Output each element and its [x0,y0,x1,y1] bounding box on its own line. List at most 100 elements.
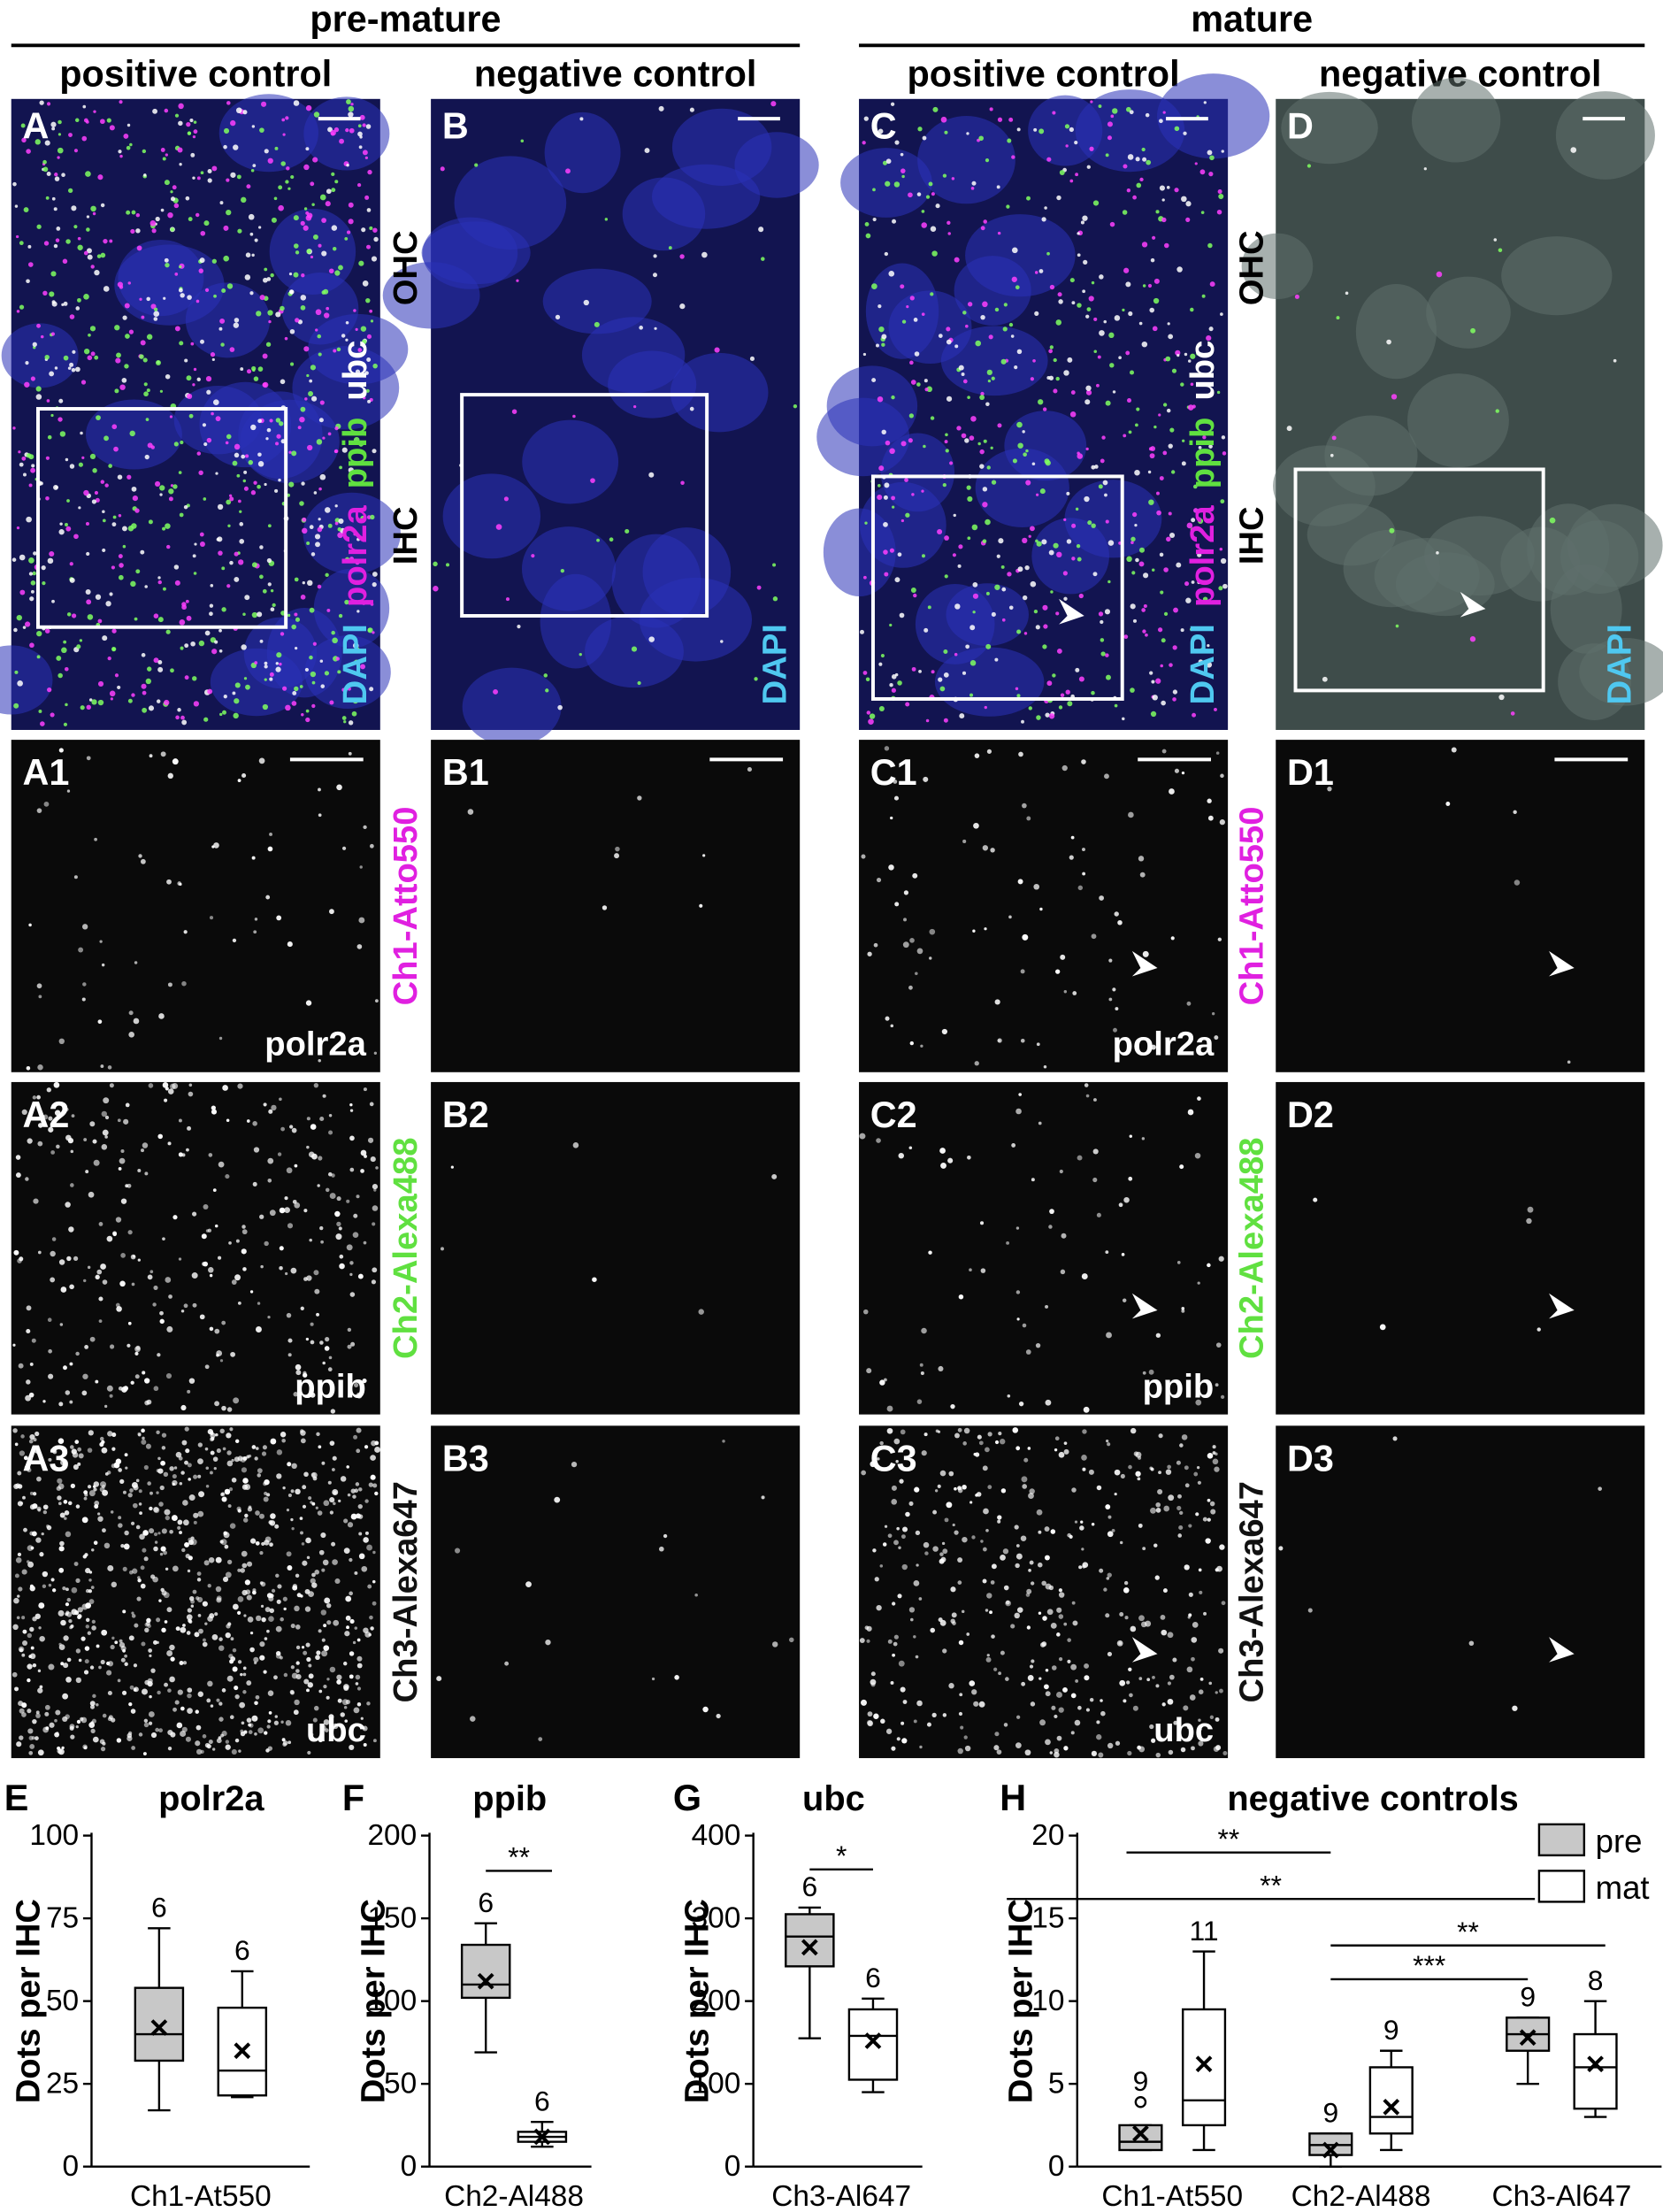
signal-dot [171,1515,178,1522]
signal-dot [989,107,993,111]
signal-dot [111,1432,117,1438]
signal-dot [1060,1269,1066,1275]
signal-dot [511,409,517,414]
signal-dot [126,1343,131,1348]
signal-dot [209,1273,213,1278]
signal-dot [749,356,755,361]
signal-dot [49,550,55,557]
signal-dot [994,999,1000,1005]
signal-dot [359,865,363,869]
signal-dot [1078,1565,1083,1570]
signal-dot [525,1581,532,1588]
signal-dot [36,1094,41,1100]
signal-dot [1096,1212,1101,1217]
signal-dot [308,391,314,397]
signal-dot [44,140,50,146]
signal-dot [1091,280,1095,285]
signal-dot [1132,511,1138,518]
nucleus [1550,564,1622,654]
signal-dot [967,1155,971,1160]
signal-dot [334,270,341,276]
signal-dot [223,144,227,150]
signal-dot [144,585,148,588]
signal-dot [1216,209,1222,215]
signal-dot [48,1126,54,1133]
signal-dot [1006,204,1010,209]
signal-dot [1015,1742,1022,1749]
signal-dot [931,192,935,196]
signal-dot [996,1749,1002,1755]
signal-dot [1209,1715,1215,1719]
signal-dot [1108,958,1113,963]
signal-dot [596,538,600,542]
signal-dot [890,102,895,106]
signal-dot [146,296,150,302]
signal-dot [861,1699,867,1706]
signal-dot [122,1566,127,1571]
signal-dot [54,176,60,181]
signal-dot [1173,1720,1178,1725]
signal-dot [372,1550,376,1555]
signal-dot [1107,135,1113,141]
signal-dot [323,1500,330,1507]
gene-label: ppib [1143,1368,1215,1406]
signal-dot [1060,954,1066,960]
signal-dot [82,1279,87,1283]
signal-dot [998,538,1004,544]
signal-dot [349,1272,353,1277]
signal-dot [317,1510,323,1516]
signal-dot [19,1450,25,1456]
signal-dot [182,1624,186,1627]
channel-label: Ch3-Alexa647 [1233,1481,1271,1702]
signal-dot [1331,435,1337,441]
signal-dot [99,940,103,943]
signal-dot [327,1480,332,1485]
signal-dot [211,1109,218,1115]
signal-dot [1142,157,1147,162]
signal-dot [92,1485,96,1488]
signal-dot [1007,1394,1011,1398]
signal-dot [178,1257,182,1261]
signal-dot [991,480,997,485]
signal-dot [46,1525,52,1531]
signal-dot [240,1729,244,1733]
signal-dot [1008,117,1014,122]
signal-dot [301,1542,305,1546]
signal-dot [139,1511,142,1516]
signal-dot [74,118,80,123]
signal-dot [160,208,165,212]
signal-dot [221,1496,227,1502]
signal-dot [555,314,561,320]
signal-dot [210,352,216,357]
signal-dot [901,319,907,324]
signal-dot [920,1044,923,1048]
signal-dot [454,1548,461,1554]
signal-dot [861,1470,866,1476]
signal-dot [1151,568,1155,572]
signal-dot [174,272,179,276]
mean-marker [150,2019,168,2036]
signal-dot [214,1401,220,1407]
signal-dot [198,640,205,647]
signal-dot [352,1640,356,1645]
signal-dot [1054,1436,1060,1441]
signal-dot [232,691,236,695]
signal-dot [185,196,190,201]
signal-dot [170,227,175,232]
signal-dot [59,1323,64,1326]
signal-dot [50,1150,56,1155]
signal-dot [1046,1609,1054,1616]
signal-dot [980,391,985,396]
signal-dot [36,224,42,229]
signal-dot [1168,334,1174,340]
signal-dot [153,1507,160,1514]
signal-dot [57,1483,65,1490]
signal-dot [266,1724,271,1729]
signal-dot [1166,536,1171,542]
signal-dot [1313,1197,1318,1202]
signal-dot [982,845,989,851]
signal-dot [156,1640,159,1644]
signal-dot [366,244,371,250]
signal-dot [941,1028,947,1035]
signal-dot [1023,452,1027,457]
